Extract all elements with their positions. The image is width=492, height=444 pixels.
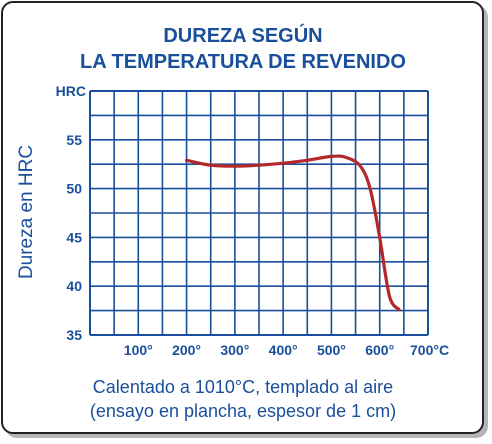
x-tick-label: 100° [124,342,153,358]
y-tick-label: 45 [66,229,82,245]
x-tick-label: 200° [172,342,201,358]
x-tick-label: 700°C [410,342,449,358]
chart-title-line-2: LA TEMPERATURA DE REVENIDO [80,51,406,73]
y-tick-label: 55 [66,132,82,148]
x-tick-label: 500° [317,342,346,358]
y-tick-label: 40 [66,278,82,294]
y-tick-label: 35 [66,327,82,343]
x-tick-label: 300° [220,342,249,358]
caption-line-2: (ensayo en plancha, espesor de 1 cm) [89,401,397,421]
x-tick-label: 400° [269,342,298,358]
y-unit-label: HRC [56,83,86,99]
y-tick-label: 50 [66,181,82,197]
caption-line-1: Calentado a 1010°C, templado al aire [92,377,394,397]
x-tick-label: 600° [365,342,394,358]
chart-title-line-1: DUREZA SEGÚN [163,25,323,47]
hardness-curve [185,154,401,312]
